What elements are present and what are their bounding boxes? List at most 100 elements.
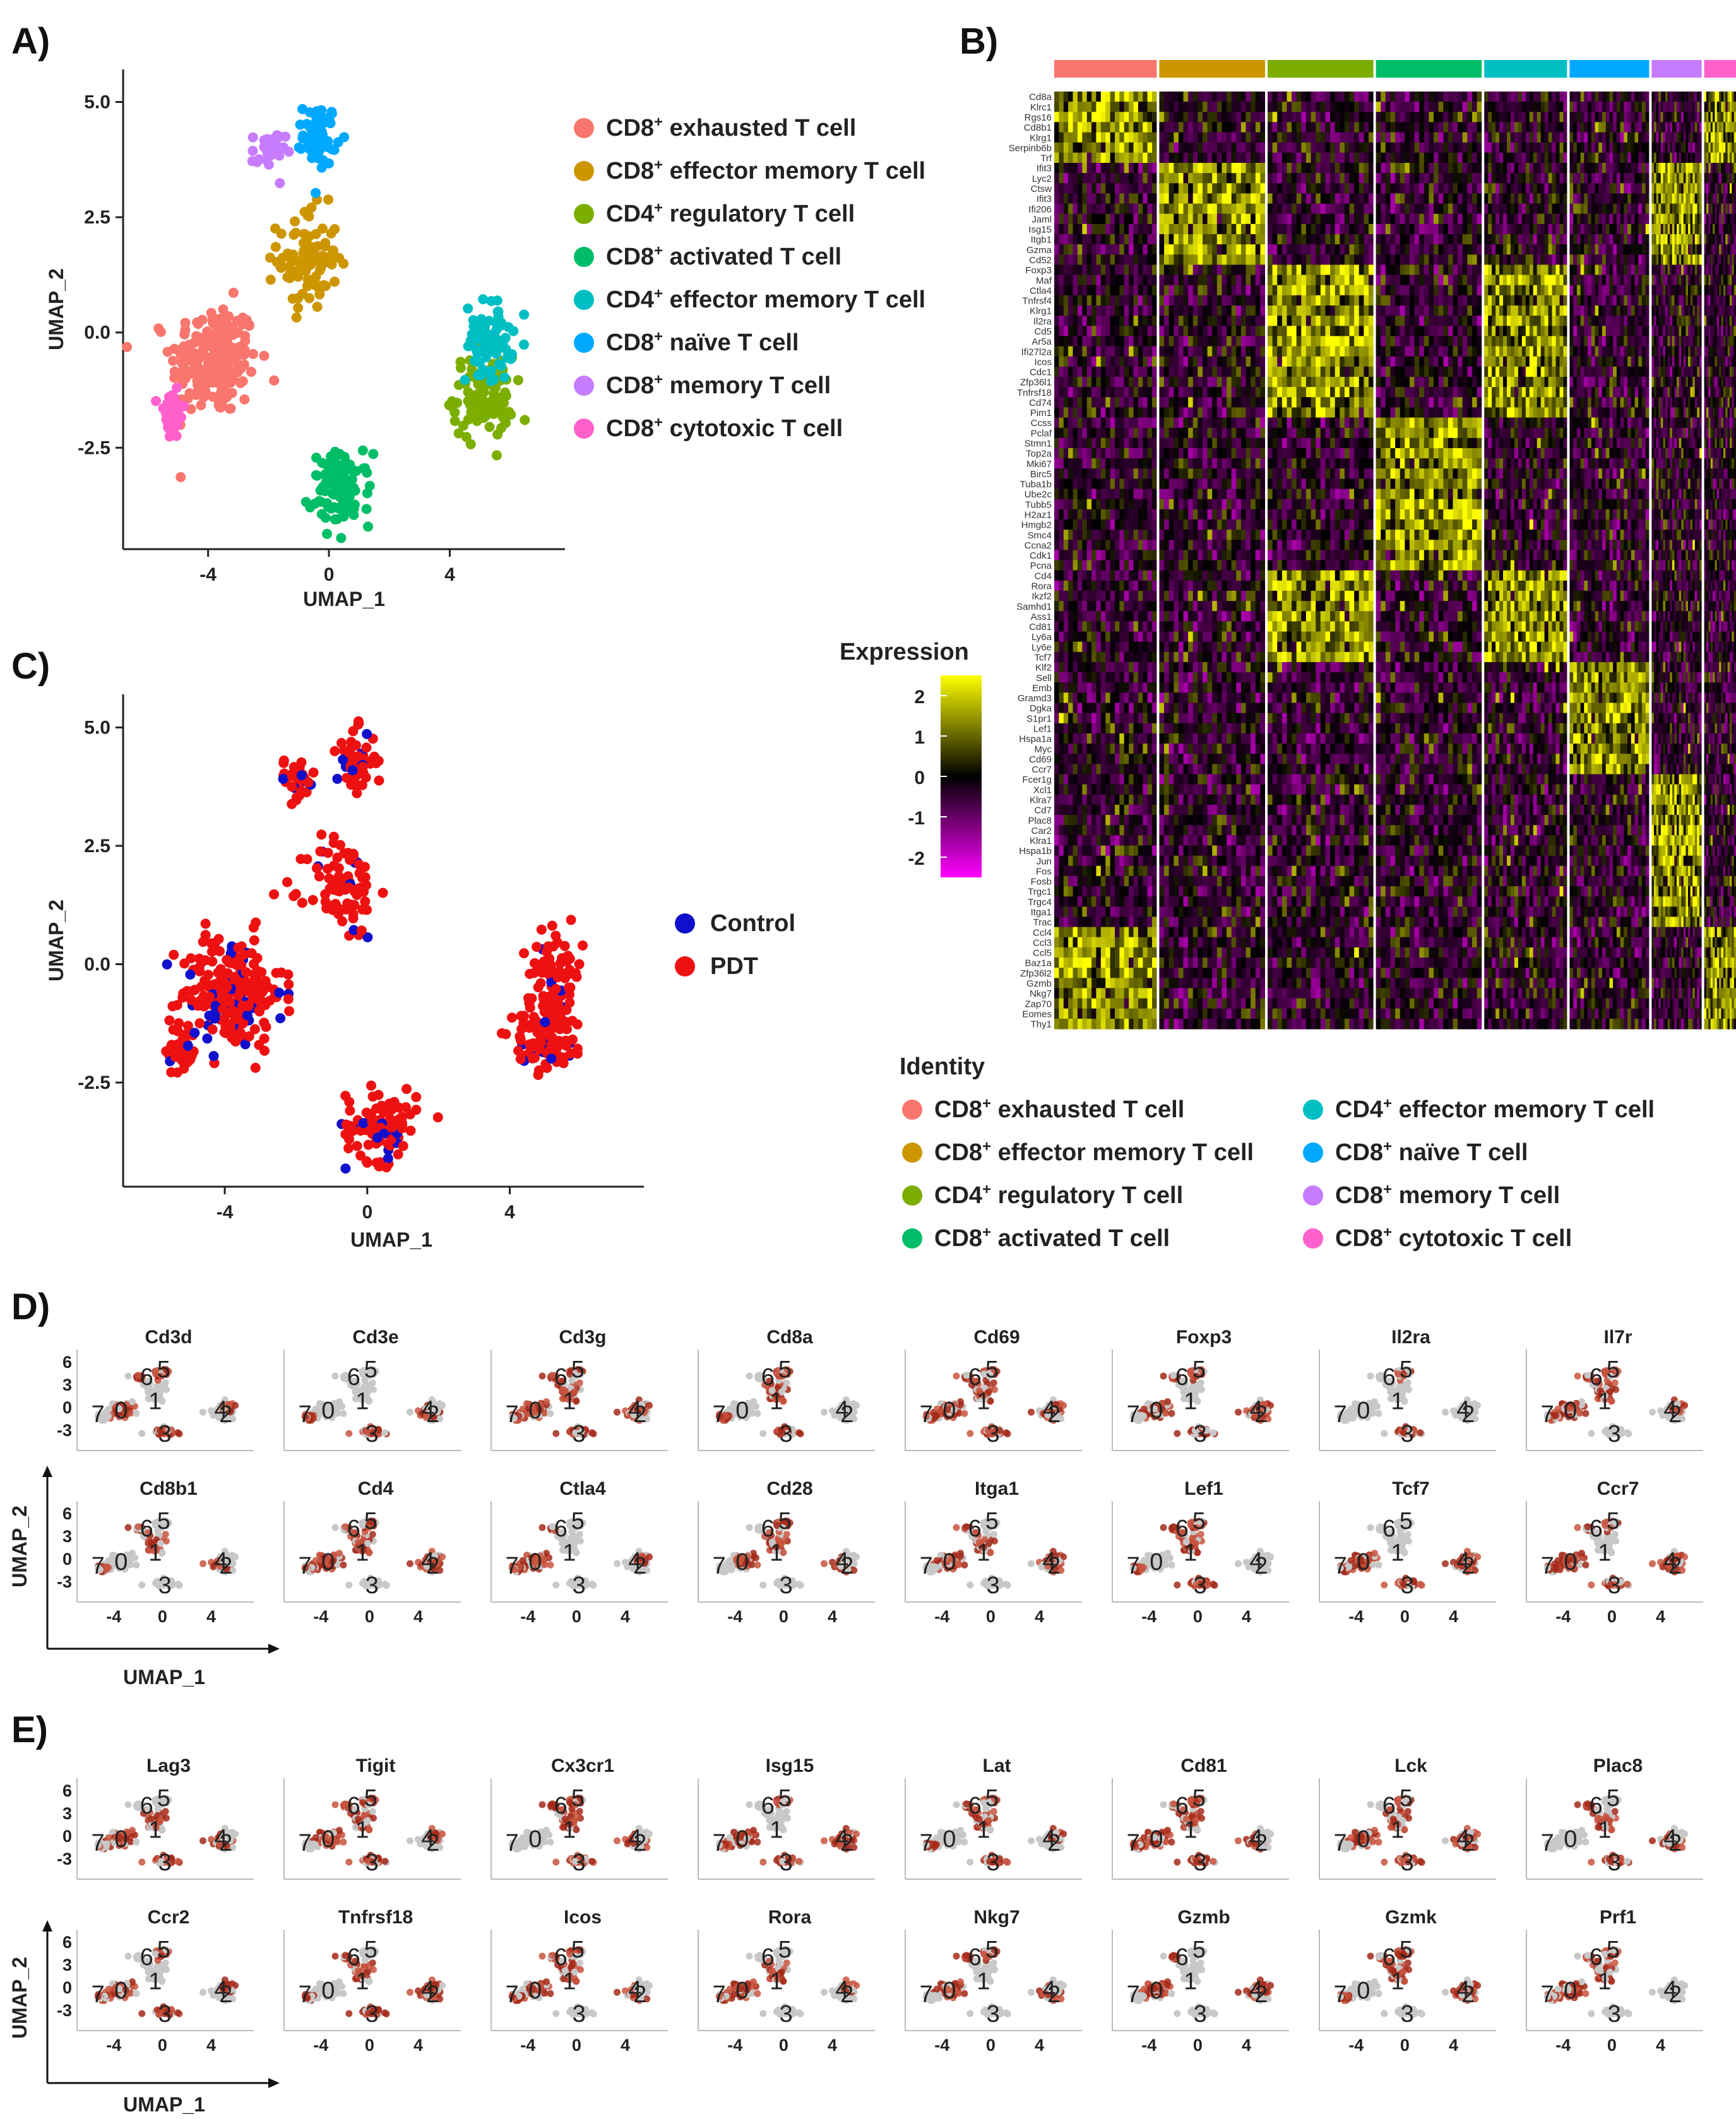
- heatmap-cell: [1105, 448, 1110, 459]
- a-cell-point: [290, 217, 300, 227]
- heatmap-cell: [1096, 947, 1101, 958]
- heatmap-cell: [1073, 306, 1078, 316]
- heatmap-cell: [1119, 856, 1124, 867]
- heatmap-cell: [1110, 785, 1115, 795]
- heatmap-cell: [1152, 509, 1157, 520]
- heatmap-cell: [1148, 621, 1153, 632]
- heatmap-cell: [1134, 499, 1139, 510]
- heatmap-cell: [1124, 285, 1129, 296]
- c-cell-point: [205, 1011, 215, 1021]
- heatmap-cell: [1179, 183, 1184, 194]
- heatmap-cell: [1227, 214, 1232, 225]
- heatmap-cell: [1134, 795, 1139, 805]
- heatmap-cell: [1091, 561, 1097, 571]
- heatmap-cell: [1110, 173, 1115, 184]
- heatmap-cell: [1232, 377, 1237, 388]
- heatmap-cell: [1138, 92, 1143, 102]
- heatmap-cell: [1078, 306, 1083, 316]
- heatmap-cell: [1164, 448, 1169, 459]
- c-cell-point: [540, 1007, 550, 1017]
- heatmap-cell: [1129, 428, 1134, 439]
- heatmap-cell: [1091, 468, 1097, 479]
- heatmap-cell: [1193, 357, 1198, 367]
- heatmap-cell: [1152, 999, 1157, 1009]
- heatmap-cell: [1256, 183, 1261, 194]
- heatmap-cell: [1143, 143, 1148, 153]
- heatmap-cell: [1236, 387, 1241, 398]
- heatmap-cell: [1198, 183, 1203, 194]
- heatmap-cell: [1208, 438, 1213, 449]
- a-cell-point: [318, 482, 328, 492]
- heatmap-cell: [1073, 825, 1078, 836]
- heatmap-cell: [1078, 143, 1083, 153]
- c-cell-point: [297, 898, 307, 908]
- heatmap-cell: [1105, 264, 1110, 275]
- heatmap-cell: [1078, 632, 1083, 643]
- heatmap-cell: [1148, 591, 1153, 602]
- heatmap-cell: [1054, 632, 1059, 643]
- heatmap-cell: [1184, 407, 1189, 418]
- heatmap-cell: [1193, 530, 1198, 540]
- heatmap-cell: [1227, 316, 1232, 326]
- heatmap-cell: [1143, 927, 1148, 938]
- heatmap-cell: [1138, 856, 1143, 867]
- heatmap-cell: [1246, 224, 1251, 235]
- heatmap-cell: [1073, 713, 1078, 724]
- panel-c-letter: C): [11, 646, 50, 687]
- heatmap-cell: [1232, 143, 1237, 153]
- heatmap-cell: [1212, 122, 1217, 133]
- heatmap-cell: [1208, 632, 1213, 643]
- heatmap-cell: [1059, 968, 1064, 978]
- heatmap-cell: [1087, 866, 1092, 877]
- heatmap-cell: [1091, 153, 1097, 163]
- heatmap-cell: [1138, 785, 1143, 795]
- heatmap-cell: [1203, 295, 1208, 306]
- heatmap-cell: [1227, 143, 1232, 153]
- heatmap-cell: [1143, 92, 1148, 102]
- heatmap-cell: [1174, 397, 1179, 408]
- heatmap-cell: [1203, 92, 1208, 102]
- heatmap-cell: [1143, 468, 1148, 479]
- heatmap-cell: [1115, 927, 1120, 938]
- heatmap-cell: [1134, 377, 1139, 388]
- heatmap-cell: [1222, 601, 1227, 612]
- heatmap-cell: [1068, 448, 1073, 459]
- heatmap-cell: [1246, 478, 1251, 489]
- heatmap-cell: [1134, 112, 1139, 122]
- a-cell-point: [334, 253, 344, 263]
- heatmap-cell: [1193, 214, 1198, 225]
- heatmap-cell: [1064, 367, 1069, 377]
- heatmap-cell: [1260, 316, 1265, 326]
- heatmap-cell: [1105, 947, 1110, 958]
- heatmap-cell: [1164, 591, 1169, 602]
- heatmap-cell: [1236, 489, 1241, 500]
- heatmap-cell: [1101, 367, 1106, 377]
- heatmap-cell: [1124, 876, 1129, 887]
- heatmap-cell: [1134, 347, 1139, 357]
- heatmap-cell: [1138, 264, 1143, 275]
- heatmap-cell: [1227, 306, 1232, 316]
- heatmap-cell: [1096, 530, 1101, 540]
- heatmap-cell: [1241, 102, 1246, 112]
- heatmap-cell: [1119, 530, 1124, 540]
- heatmap-cell: [1105, 927, 1110, 938]
- identity-bar-segment: [1569, 60, 1649, 78]
- heatmap-cell: [1091, 193, 1097, 204]
- heatmap-cell: [1115, 367, 1120, 377]
- panel-b-heatmap: Cd8aKlrc1Rgs16Cd8b1Klrg1Serpinb6bTrfIfit…: [840, 60, 1736, 1252]
- heatmap-cell: [1110, 244, 1115, 255]
- heatmap-cell: [1184, 336, 1189, 347]
- heatmap-cell: [1159, 591, 1164, 602]
- heatmap-cell: [1143, 326, 1148, 336]
- heatmap-cell: [1174, 662, 1179, 673]
- heatmap-cell: [1227, 92, 1232, 102]
- heatmap-cell: [1124, 754, 1129, 764]
- heatmap-cell: [1054, 662, 1059, 673]
- heatmap-cell: [1184, 133, 1189, 143]
- heatmap-cell: [1143, 581, 1148, 591]
- heatmap-cell: [1138, 754, 1143, 764]
- heatmap-cell: [1241, 591, 1246, 602]
- heatmap-cell: [1241, 540, 1246, 550]
- heatmap-cell: [1091, 775, 1097, 785]
- heatmap-cell: [1101, 163, 1106, 174]
